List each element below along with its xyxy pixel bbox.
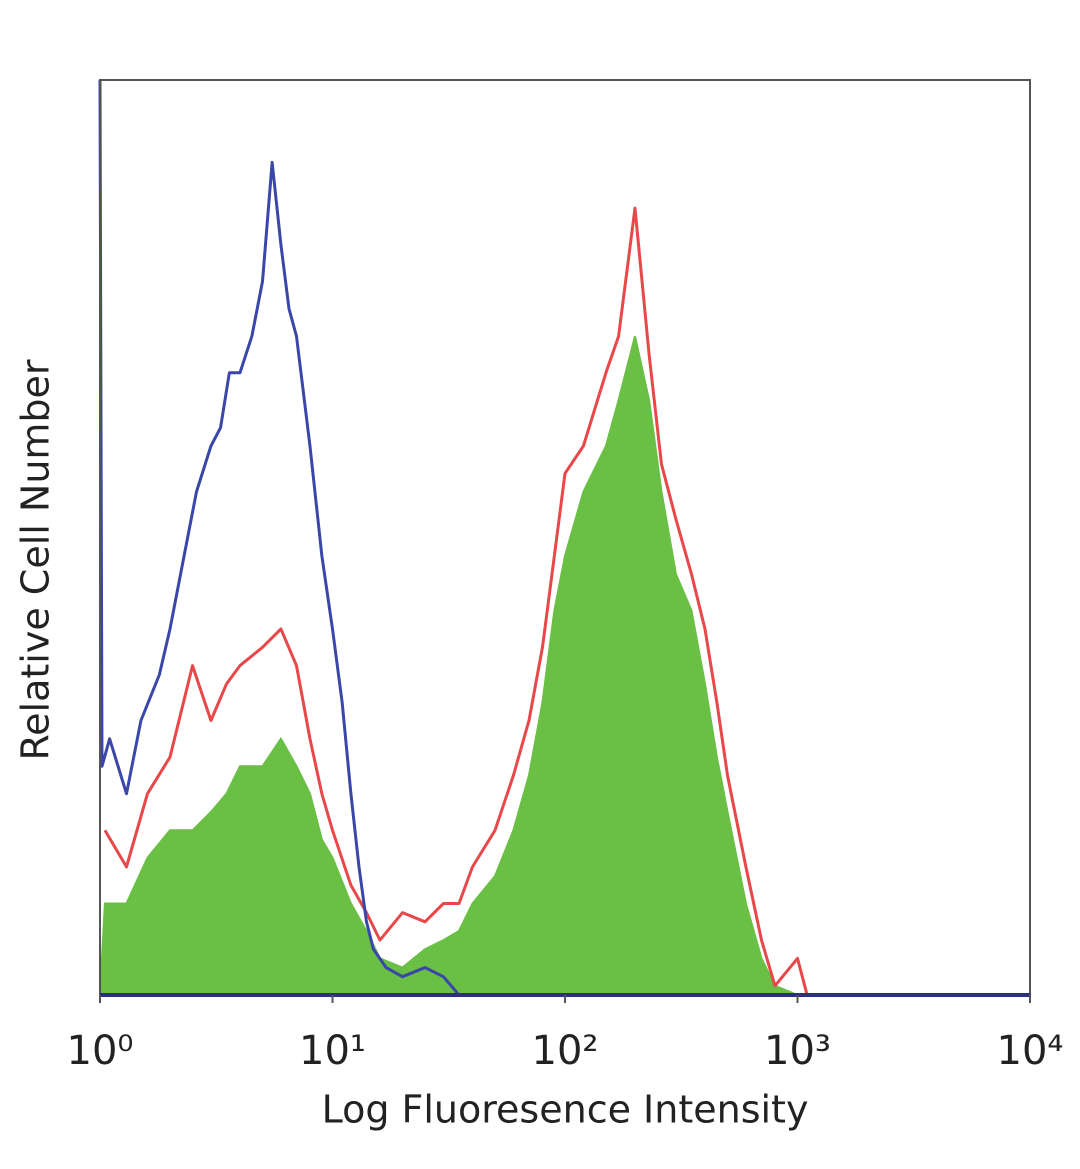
x-tick-label: 10² <box>532 1028 599 1074</box>
x-tick-label: 10¹ <box>299 1028 366 1074</box>
y-axis-title: Relative Cell Number <box>14 359 58 760</box>
histogram-line <box>98 79 1030 997</box>
x-tick-label: 10⁴ <box>997 1028 1064 1074</box>
x-tick-label: 10⁰ <box>67 1028 134 1074</box>
histogram-line <box>103 206 816 997</box>
x-tick-label: 10³ <box>764 1028 831 1074</box>
x-axis-title: Log Fluoresence Intensity <box>322 1088 809 1132</box>
histogram-area <box>98 335 1030 996</box>
